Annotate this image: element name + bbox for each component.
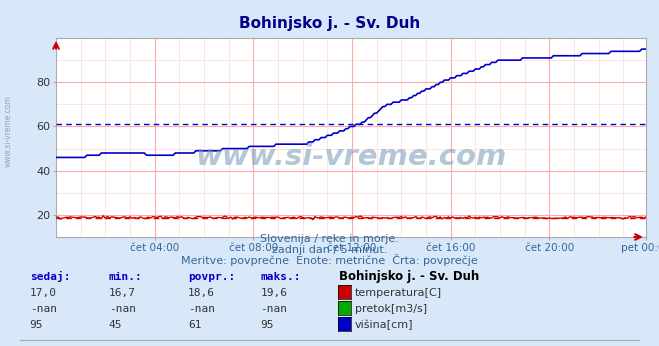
Text: 18,6: 18,6: [188, 288, 215, 298]
Text: višina[cm]: višina[cm]: [355, 320, 413, 330]
Text: -nan: -nan: [30, 304, 57, 314]
Text: 45: 45: [109, 320, 122, 330]
Text: -nan: -nan: [109, 304, 136, 314]
Text: pretok[m3/s]: pretok[m3/s]: [355, 304, 426, 314]
Text: 17,0: 17,0: [30, 288, 57, 298]
Text: -nan: -nan: [260, 304, 287, 314]
Text: -nan: -nan: [188, 304, 215, 314]
Text: maks.:: maks.:: [260, 272, 301, 282]
Text: 95: 95: [260, 320, 273, 330]
Text: www.si-vreme.com: www.si-vreme.com: [3, 95, 13, 167]
Text: Slovenija / reke in morje.: Slovenija / reke in morje.: [260, 234, 399, 244]
Text: temperatura[C]: temperatura[C]: [355, 288, 442, 298]
Text: sedaj:: sedaj:: [30, 271, 70, 282]
Text: min.:: min.:: [109, 272, 142, 282]
Text: Bohinjsko j. - Sv. Duh: Bohinjsko j. - Sv. Duh: [239, 16, 420, 30]
Text: 16,7: 16,7: [109, 288, 136, 298]
Text: 95: 95: [30, 320, 43, 330]
Text: Bohinjsko j. - Sv. Duh: Bohinjsko j. - Sv. Duh: [339, 270, 480, 283]
Text: 19,6: 19,6: [260, 288, 287, 298]
Text: www.si-vreme.com: www.si-vreme.com: [195, 144, 507, 171]
Text: 61: 61: [188, 320, 201, 330]
Text: Meritve: povprečne  Enote: metrične  Črta: povprečje: Meritve: povprečne Enote: metrične Črta:…: [181, 254, 478, 266]
Text: zadnji dan / 5 minut.: zadnji dan / 5 minut.: [272, 245, 387, 255]
Text: povpr.:: povpr.:: [188, 272, 235, 282]
